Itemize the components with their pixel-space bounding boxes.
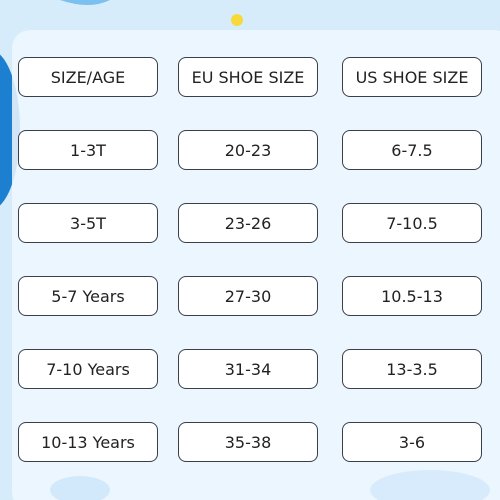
header-cell: SIZE/AGE xyxy=(18,57,158,97)
header-cell: US SHOE SIZE xyxy=(342,57,482,97)
header-cell: EU SHOE SIZE xyxy=(178,57,318,97)
table-cell: 5-7 Years xyxy=(18,276,158,316)
table-cell: 1-3T xyxy=(18,130,158,170)
table-cell: 6-7.5 xyxy=(342,130,482,170)
table-cell: 3-5T xyxy=(18,203,158,243)
blob xyxy=(60,0,110,5)
table-cell: 13-3.5 xyxy=(342,349,482,389)
table-cell: 7-10.5 xyxy=(342,203,482,243)
table-cell: 27-30 xyxy=(178,276,318,316)
table-cell: 35-38 xyxy=(178,422,318,462)
panel xyxy=(12,30,500,500)
table-cell: 10-13 Years xyxy=(18,422,158,462)
table-cell: 10.5-13 xyxy=(342,276,482,316)
table-cell: 31-34 xyxy=(178,349,318,389)
table-cell: 20-23 xyxy=(178,130,318,170)
table-cell: 7-10 Years xyxy=(18,349,158,389)
table-cell: 3-6 xyxy=(342,422,482,462)
table-cell: 23-26 xyxy=(178,203,318,243)
yellow-dot xyxy=(231,14,243,26)
